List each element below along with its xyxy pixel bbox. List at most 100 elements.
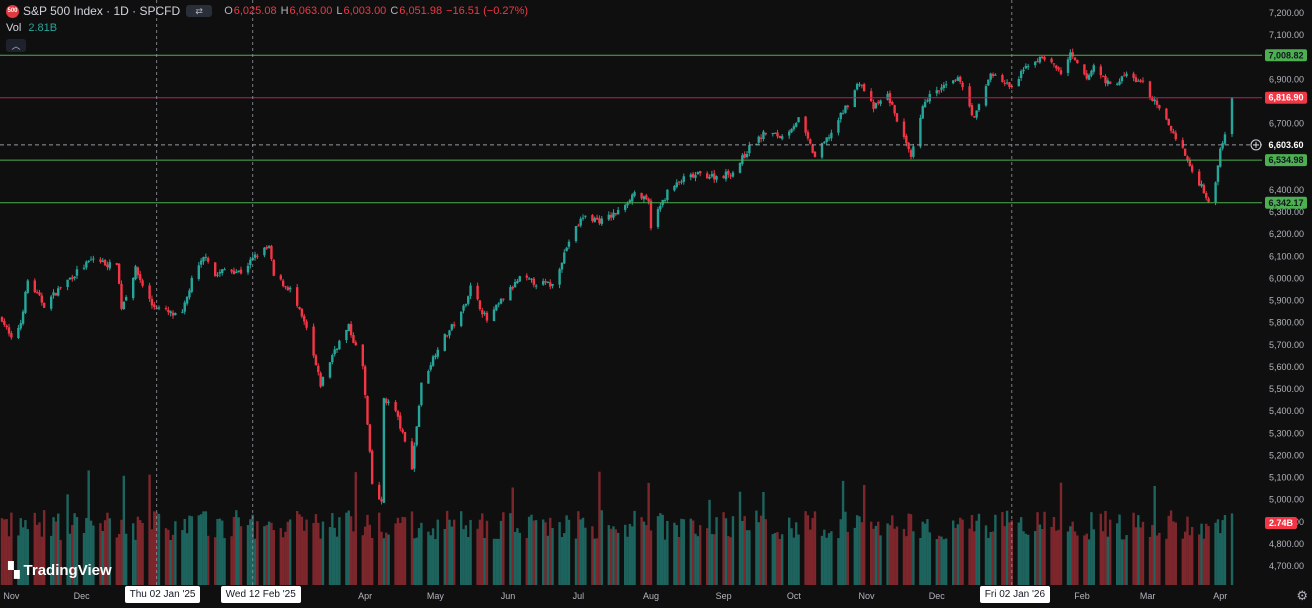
candle-body (544, 281, 547, 283)
candle-body (1003, 82, 1006, 84)
volume-bar (1118, 514, 1121, 585)
volume-bar (759, 515, 763, 585)
candle-body (284, 286, 287, 288)
candle-body (1008, 82, 1011, 87)
candle-body (1116, 83, 1119, 85)
candle-body (778, 135, 782, 138)
volume-bar (1043, 511, 1046, 585)
volume-bar (567, 519, 571, 585)
candle-body (103, 260, 107, 266)
volume-bar (54, 521, 58, 585)
candle-body (167, 309, 170, 313)
candle-body (495, 304, 498, 311)
candle-body (795, 123, 798, 127)
candle-body (139, 274, 142, 281)
candle-body (396, 411, 400, 417)
volume-bar (773, 532, 777, 585)
candle-body (595, 217, 599, 220)
candle-body (975, 110, 978, 118)
volume-bar (347, 510, 350, 585)
volume-bar (762, 491, 765, 585)
volume-bar (321, 521, 325, 585)
volume-bar (511, 487, 514, 585)
price-badge-label: 6,534.98 (1268, 155, 1303, 165)
candle-body (1104, 76, 1107, 84)
volume-bar (907, 513, 910, 585)
volume-bar (870, 521, 873, 585)
candle-body (272, 259, 275, 276)
candle-body (870, 91, 873, 102)
volume-bar (509, 513, 512, 585)
candle-body (666, 189, 669, 201)
candle-body (206, 258, 210, 262)
volume-bar (975, 520, 978, 585)
candle-body (1057, 67, 1060, 70)
legend-options-icon[interactable]: ⇄ (186, 5, 213, 17)
volume-bar (481, 513, 484, 585)
candle-body (497, 303, 500, 305)
volume-bar (527, 516, 531, 585)
volume-bar (788, 517, 791, 585)
volume-bar (895, 526, 899, 585)
candle-body (724, 171, 728, 180)
volume-bar (448, 519, 451, 585)
y-tick-label: 5,400.00 (1269, 406, 1304, 416)
settings-gear-icon[interactable]: ⚙ (1296, 588, 1308, 603)
volume-bar (434, 539, 437, 585)
candle-body (860, 85, 864, 87)
candle-body (431, 356, 435, 366)
volume-bar (7, 536, 11, 585)
volume-bar (1008, 522, 1011, 585)
candle-body (185, 296, 189, 304)
candle-body (296, 287, 299, 306)
x-tick-label: Aug (643, 591, 659, 601)
volume-bar (394, 523, 397, 585)
volume-bar (956, 524, 960, 585)
candle-body (21, 311, 25, 324)
candle-body (659, 205, 662, 210)
volume-bar (1198, 534, 1201, 585)
symbol-title[interactable]: S&P 500 Index · 1D · SPCFD (23, 4, 181, 18)
y-tick-label: 5,700.00 (1269, 340, 1304, 350)
candle-body (1106, 80, 1110, 85)
candle-body (727, 170, 730, 175)
volume-bar (558, 522, 561, 585)
candle-body (804, 116, 807, 133)
volume-bar (115, 537, 118, 585)
volume-bar (1134, 527, 1138, 585)
volume-bar (790, 528, 793, 585)
candle-body (682, 176, 685, 182)
x-tick-label: Dec (74, 591, 91, 601)
candle-body (895, 113, 899, 122)
candle-body (483, 312, 486, 314)
volume-bar (961, 519, 964, 585)
volume-bar (92, 525, 95, 585)
candle-body (124, 296, 128, 301)
candle-body (710, 174, 714, 177)
candle-body (17, 327, 20, 339)
volume-bar (729, 537, 732, 585)
price-axis[interactable]: 7,200.00 7,100.00 6,900.00 6,700.00 6,400.00… (1263, 0, 1312, 608)
volume-bar (593, 538, 596, 585)
volume-bar (1085, 533, 1088, 585)
candle-body (1183, 148, 1187, 156)
candle-body (1207, 198, 1210, 203)
candle-body (349, 324, 353, 336)
candle-body (235, 271, 238, 274)
candle-body (855, 83, 859, 90)
candle-body (54, 292, 58, 296)
collapse-legend-icon[interactable]: ︿ (6, 39, 26, 52)
candle-body (427, 370, 430, 384)
volume-bar (50, 535, 53, 585)
volume-bar (1223, 515, 1227, 585)
price-badge (1265, 49, 1307, 62)
candle-body (698, 170, 702, 174)
candle-body (956, 77, 960, 81)
volume-bar (755, 510, 758, 585)
crosshair-date-label: Fri 02 Jan '26 (979, 586, 1051, 603)
candle-body (762, 131, 765, 139)
candle-body (680, 181, 683, 183)
candle-body (1038, 56, 1042, 63)
candle-body (1085, 73, 1088, 79)
